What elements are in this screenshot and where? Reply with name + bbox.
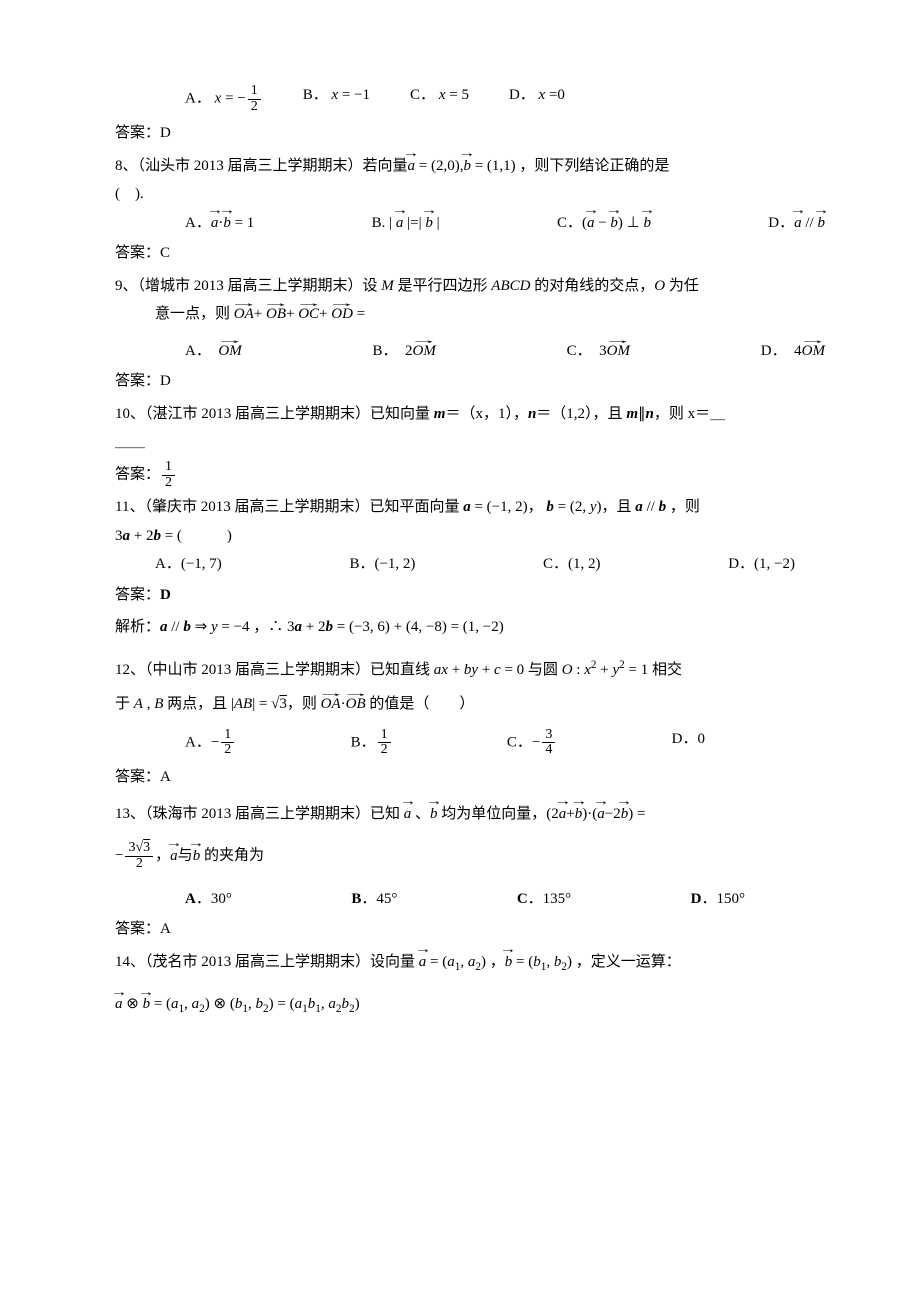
q7-opt-b: B． x = −1 [303,84,370,114]
q10-stem: 10、（湛江市 2013 届高三上学期期末）已知向量 m＝（x，1），n＝（1,… [115,403,820,426]
q7-opt-c: C． x = 5 [410,84,469,114]
q9-opt-b: B． 2OM [372,340,435,363]
q13-opt-d: D．150° [691,888,745,911]
q13-options: A．30° B．45° C．135° D．150° [185,888,745,911]
q12-line2: 于 A , B 两点，且 |AB| = √3，则 OA·OB 的值是（ ） [115,693,820,716]
q11-opt-c: C．(1, 2) [543,553,601,576]
q12-opt-b: B．12 [351,728,393,758]
q9-options: A． OM B． 2OM C． 3OM D． 4OM [185,340,825,363]
q12-options: A．−12 B．12 C．−34 D．0 [185,728,705,758]
q9-stem2: 意一点，则 OA+ OB+ OC+ OD = [155,303,820,326]
den: 2 [248,100,261,115]
q10-ul: ＿＿ [115,431,820,454]
q14-stem: 14、（茂名市 2013 届高三上学期期末）设向量 a = (a1, a2) ，… [115,951,820,976]
q7-options: A． x = −12 B． x = −1 C． x = 5 D． x =0 [185,84,820,114]
q12-answer: 答案：A [115,766,820,789]
q8-opt-b: B. | a |=| b | [372,212,440,235]
q12-opt-a: A．−12 [185,728,236,758]
q9-answer: 答案：D [115,370,820,393]
q13-answer: 答案：A [115,918,820,941]
q12-stem: 12、（中山市 2013 届高三上学期期末）已知直线 ax + by + c =… [115,657,820,682]
q7-answer: 答案：D [115,122,820,145]
q13-line2: −3√32，a与b 的夹角为 [115,841,820,871]
q8-options: A．a·b = 1 B. | a |=| b | C．(a − b) ⊥ b D… [185,212,825,235]
q8-opt-d: D．a // b [768,212,825,235]
q11-opt-a: A．(−1, 7) [155,553,222,576]
q8-answer: 答案：C [115,242,820,265]
q13-stem: 13、（珠海市 2013 届高三上学期期末）已知 a 、b 均为单位向量，(2a… [115,803,820,826]
q11-opt-d: D．(1, −2) [728,553,795,576]
q8-stem: 8、（汕头市 2013 届高三上学期期末）若向量a = (2,0),b = (1… [115,155,820,178]
q13-opt-a: A．30° [185,888,232,911]
q9-stem: 9、（增城市 2013 届高三上学期期末）设 M 是平行四边形 ABCD 的对角… [115,275,820,298]
q11-options: A．(−1, 7) B．(−1, 2) C．(1, 2) D．(1, −2) [155,553,795,576]
q7-opt-d: D． x =0 [509,84,565,114]
q12-opt-d: D．0 [672,728,705,758]
q11-answer: 答案：D [115,584,820,607]
q10-answer: 答案：12 [115,460,820,490]
q13-opt-c: C．135° [517,888,571,911]
q11-stem: 11、（肇庆市 2013 届高三上学期期末）已知平面向量 a = (−1, 2)… [115,496,820,519]
q8-opt-c: C．(a − b) ⊥ b [557,212,651,235]
q9-opt-d: D． 4OM [761,340,825,363]
q9-opt-c: C． 3OM [567,340,630,363]
q11-opt-b: B．(−1, 2) [349,553,415,576]
q12-opt-c: C．−34 [507,728,557,758]
q13-opt-b: B．45° [351,888,397,911]
q11-solution: 解析：a // b ⇒ y = −4 ，∴ 3a + 2b = (−3, 6) … [115,616,820,639]
num: 1 [248,84,261,100]
q14-line2: a ⊗ b = (a1, a2) ⊗ (b1, b2) = (a1b1, a2b… [115,993,820,1018]
q7-opt-a: A． x = −12 [185,84,263,114]
q8-opt-a: A．a·b = 1 [185,212,254,235]
label: A． [185,91,211,107]
q9-opt-a: A． OM [185,340,242,363]
q11-line2: 3a + 2b = ( ) [115,525,820,548]
math: x = − [215,91,246,107]
